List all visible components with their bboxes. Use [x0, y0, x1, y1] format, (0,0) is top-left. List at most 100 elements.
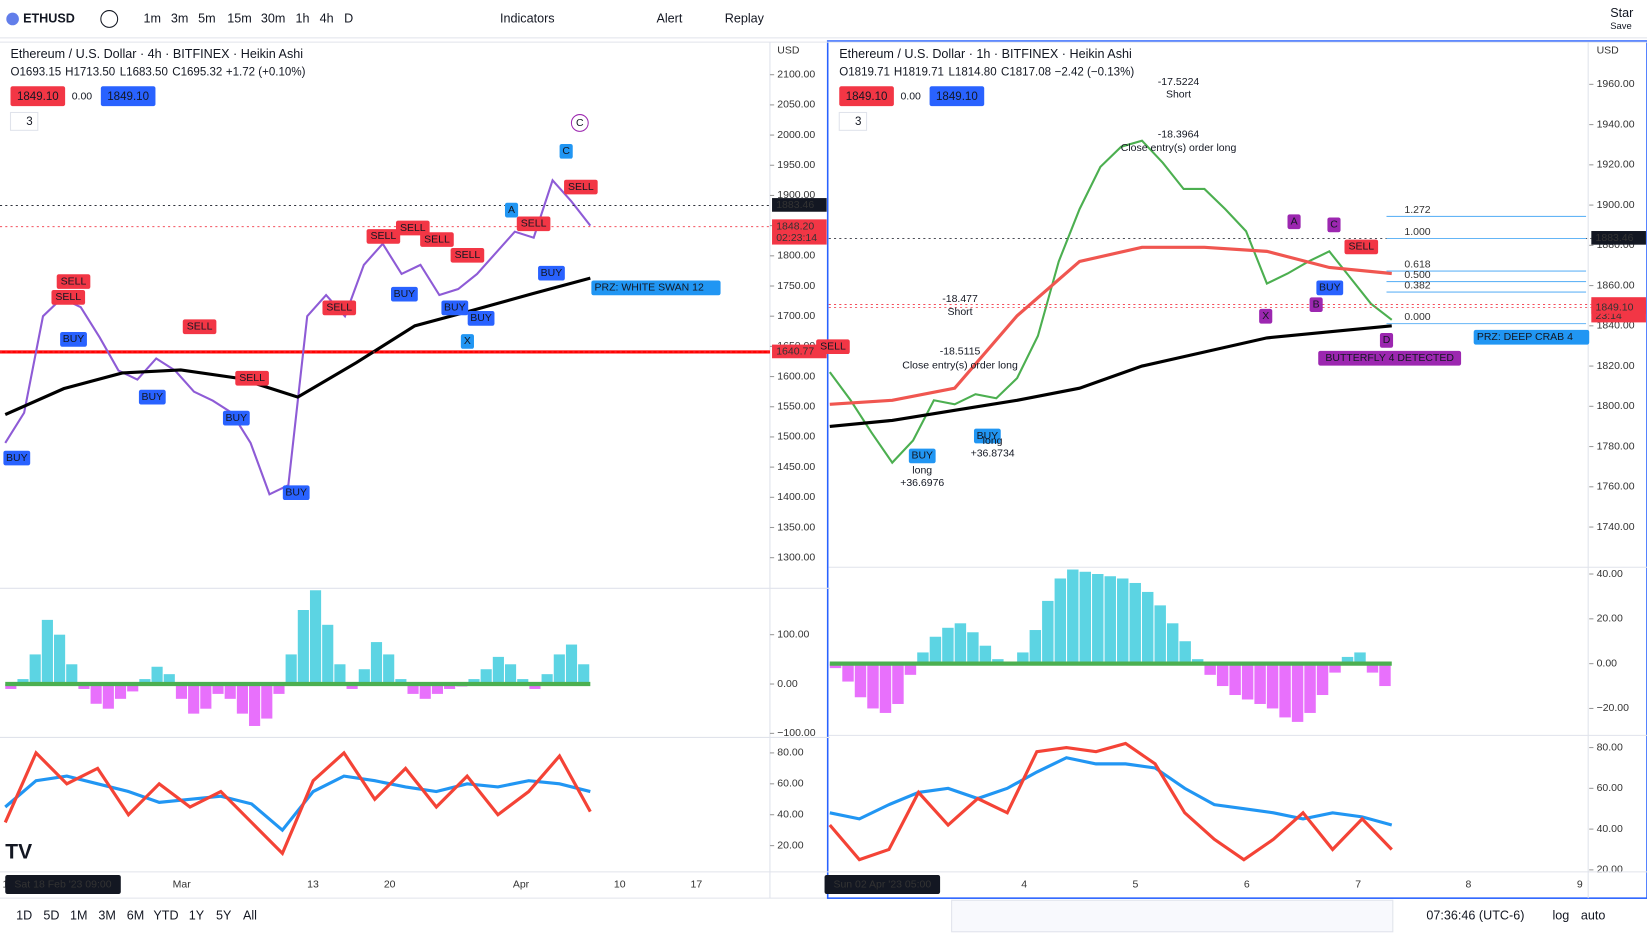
range-button[interactable]: All	[243, 908, 257, 922]
signal-label: BUY	[63, 333, 85, 345]
bid-price[interactable]: 1849.10	[17, 91, 59, 103]
histogram-bar	[529, 684, 541, 689]
fib-label: 0.618	[1404, 259, 1430, 271]
signal-badge	[60, 332, 87, 347]
interval-button[interactable]: D	[344, 11, 353, 25]
price-label: 1849.10	[1596, 301, 1634, 313]
x-tick-label: 13	[307, 878, 319, 890]
indicators-button[interactable]: Indicators	[500, 11, 555, 25]
y-tick-label: 1800.00	[777, 250, 815, 262]
signal-badge	[395, 220, 430, 236]
histogram-bar	[431, 684, 443, 694]
bid-box	[10, 86, 66, 107]
indicator-toggle[interactable]	[838, 111, 868, 131]
symbol[interactable]: ETHUSD	[23, 11, 75, 25]
signal-badge	[504, 202, 519, 218]
range-button[interactable]: 1Y	[189, 908, 205, 922]
histogram-bar	[444, 684, 456, 689]
signal-label: SELL	[521, 218, 547, 230]
signal-label: -17.5224	[1158, 76, 1200, 88]
range-button[interactable]: 1D	[16, 908, 32, 922]
coin-icon	[6, 12, 19, 26]
log-toggle[interactable]: log	[1552, 908, 1569, 922]
x-tick-label: 9	[1577, 878, 1583, 890]
signal-badge	[138, 389, 166, 405]
star-button[interactable]: Star	[1610, 6, 1633, 20]
histogram-bar	[66, 664, 78, 685]
histogram-bar	[892, 663, 904, 704]
interval-button[interactable]: 3m	[171, 11, 189, 25]
histogram-bar	[917, 652, 929, 664]
interval-button[interactable]: 4h	[320, 11, 334, 25]
range-button[interactable]: 6M	[127, 908, 145, 922]
histogram-bar	[1092, 574, 1104, 664]
x-tick-label: 20	[384, 878, 396, 890]
x-tick-label: 5	[1133, 878, 1139, 890]
ask-price[interactable]: 1849.10	[936, 91, 978, 103]
price-label-bg	[772, 344, 827, 359]
histogram-bar	[1304, 663, 1316, 713]
clock: 07:36:46 (UTC-6)	[1426, 908, 1524, 922]
alert-button[interactable]: Alert	[656, 11, 682, 25]
y-tick-label: 1780.00	[1597, 440, 1635, 452]
ohlc-value: L1814.80	[948, 67, 996, 79]
signal-badge	[1318, 350, 1462, 366]
range-button[interactable]: 3M	[98, 908, 116, 922]
y-tick-label: −100.00	[777, 727, 815, 739]
ohlc-value: L1683.50	[120, 67, 168, 79]
price-label-bg	[772, 198, 827, 212]
ask-price[interactable]: 1849.10	[107, 91, 149, 103]
histogram-bar	[370, 642, 383, 685]
range-button[interactable]: 1M	[70, 908, 88, 922]
x-tick-label: Sun 02 Apr '23 05:00	[833, 878, 931, 890]
indicator-toggle[interactable]	[9, 111, 39, 131]
y-tick-label: 1950.00	[777, 159, 815, 171]
range-button[interactable]: YTD	[153, 908, 178, 922]
histogram-bar	[929, 636, 942, 664]
replay-button[interactable]: Replay	[725, 11, 765, 25]
interval-button[interactable]: 30m	[261, 11, 286, 25]
signal-badge	[559, 143, 573, 159]
interval-button[interactable]: 1h	[296, 11, 310, 25]
x-tick-label: Mar	[173, 878, 192, 890]
histogram-bar	[309, 590, 322, 685]
fib-label: 1.272	[1404, 204, 1430, 216]
y-tick-label: 1750.00	[777, 280, 815, 292]
interval-button[interactable]: 1m	[144, 11, 162, 25]
series-line	[4, 178, 592, 496]
signal-badge	[564, 179, 598, 195]
histogram-bar	[102, 684, 114, 709]
signal-label: BUY	[1319, 282, 1341, 294]
histogram-bar	[322, 624, 334, 685]
histogram-bar	[1291, 663, 1304, 722]
add-symbol[interactable]	[100, 10, 119, 28]
active-panel-border	[826, 40, 1647, 899]
signal-label: SELL	[455, 249, 481, 261]
y-tick-label: 40.00	[1597, 823, 1623, 835]
histogram-bar	[261, 684, 273, 719]
range-button[interactable]: 5Y	[216, 908, 232, 922]
histogram-bar	[334, 664, 346, 685]
ohlc-value: H1819.71	[894, 67, 944, 79]
signal-badge	[322, 300, 357, 316]
x-tick-label: 4	[1021, 878, 1027, 890]
signal-label: +36.8734	[971, 448, 1015, 460]
signal-label: SELL	[239, 372, 265, 384]
auto-toggle[interactable]: auto	[1581, 908, 1606, 922]
histogram-bar	[1279, 663, 1291, 718]
bid-price[interactable]: 1849.10	[846, 91, 888, 103]
histogram-bar	[90, 684, 102, 704]
histogram-bar	[1341, 656, 1354, 664]
histogram-bar	[358, 669, 370, 685]
range-button[interactable]: 5D	[43, 908, 59, 922]
interval-button[interactable]: 15m	[227, 11, 252, 25]
histogram-bar	[1266, 663, 1279, 709]
histogram-bar	[249, 684, 261, 726]
signal-label: BUTTERFLY 4 DETECTED	[1325, 352, 1454, 364]
interval-button[interactable]: 5m	[198, 11, 216, 25]
histogram-bar	[346, 684, 358, 689]
ohlc-value: +1.72 (+0.10%)	[226, 67, 306, 79]
y-tick-label: 1500.00	[777, 431, 815, 443]
signal-label: Close entry(s) order long	[1121, 142, 1237, 154]
